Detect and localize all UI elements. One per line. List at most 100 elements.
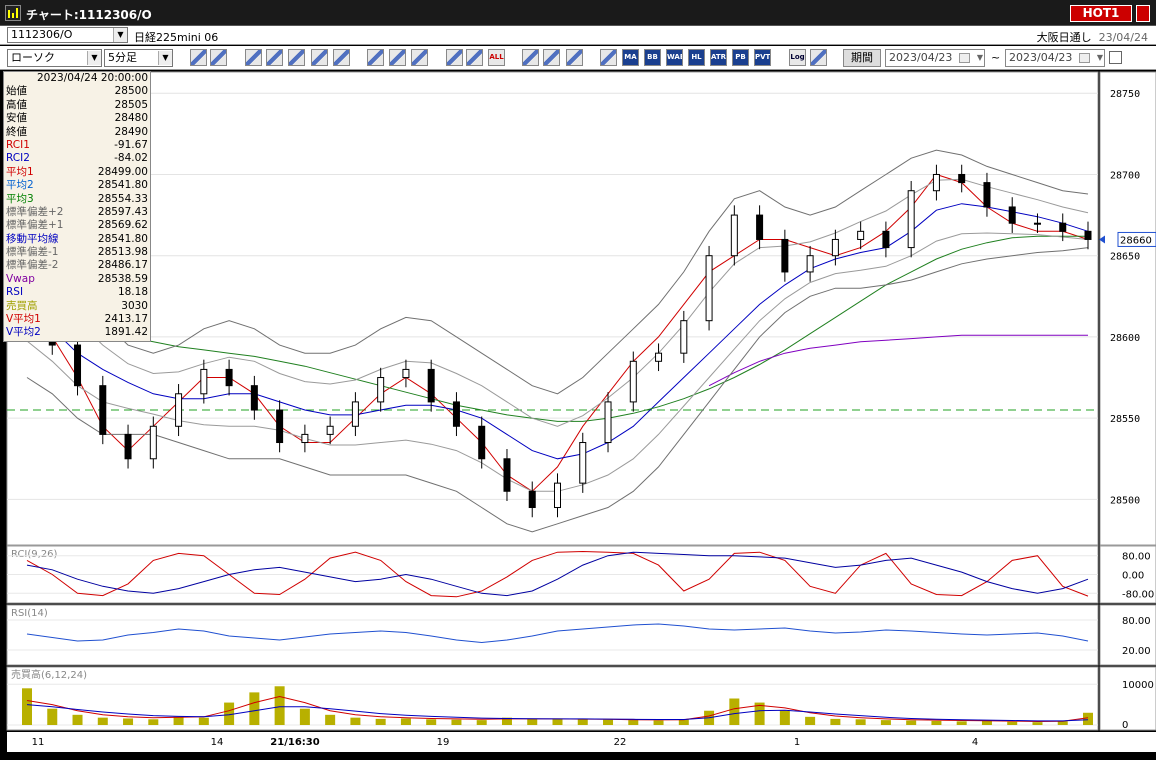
log-button[interactable]: Log bbox=[789, 49, 806, 66]
chart-area[interactable]: 28750 28700 28650 28600 28550 28500 28660 RCI(9… bbox=[0, 70, 1156, 760]
interval-select[interactable]: 5分足 ▼ bbox=[104, 49, 173, 67]
wae-button[interactable]: WAE bbox=[666, 49, 683, 66]
y-tick-label: 80.00 bbox=[1122, 616, 1151, 627]
data-row-label: 終値 bbox=[6, 125, 27, 138]
option-checkbox[interactable] bbox=[1109, 51, 1122, 64]
zoom-button[interactable] bbox=[190, 49, 207, 66]
grid-button[interactable] bbox=[210, 49, 227, 66]
volume-bar bbox=[148, 719, 159, 725]
volume-bar bbox=[426, 719, 437, 725]
candle-body bbox=[1033, 222, 1041, 225]
candle-body bbox=[579, 442, 587, 484]
palette-button[interactable] bbox=[566, 49, 583, 66]
series-line-3 bbox=[26, 235, 1088, 422]
data-row-value: 1891.42 bbox=[104, 326, 148, 339]
volume-bar bbox=[249, 692, 260, 725]
disabled-button[interactable] bbox=[333, 49, 350, 66]
volume-bar bbox=[931, 720, 942, 725]
candle-body bbox=[680, 320, 688, 354]
bb-button[interactable]: BB bbox=[644, 49, 661, 66]
all-button[interactable]: ALL bbox=[488, 49, 505, 66]
chart-app-icon bbox=[5, 5, 21, 21]
page2-button[interactable] bbox=[466, 49, 483, 66]
symbol-select[interactable]: 1112306/O ▼ bbox=[7, 27, 128, 43]
series-line-Vwap bbox=[708, 334, 1088, 387]
date-to-input[interactable]: 2023/04/23 ▼ bbox=[1005, 49, 1105, 67]
candle-body bbox=[730, 214, 738, 257]
data-row-label: Vwap bbox=[6, 272, 35, 285]
hot-button[interactable]: HOT1 bbox=[1070, 5, 1132, 22]
chevron-down-icon[interactable]: ▼ bbox=[976, 53, 983, 62]
data-row: 標準偏差+1 28569.62 bbox=[6, 219, 148, 232]
download-button[interactable] bbox=[245, 49, 262, 66]
candle-body bbox=[831, 238, 839, 257]
hl-button[interactable]: HL bbox=[688, 49, 705, 66]
data-row-label: RSI bbox=[6, 286, 24, 299]
data-row-value: 28486.17 bbox=[97, 259, 148, 272]
undo-button[interactable] bbox=[411, 49, 428, 66]
screen-button[interactable] bbox=[810, 49, 827, 66]
chevron-down-icon[interactable]: ▼ bbox=[87, 51, 101, 65]
y-axis-panel-4 bbox=[1099, 666, 1156, 731]
bar-chart-button[interactable] bbox=[288, 49, 305, 66]
candle-body bbox=[1008, 206, 1016, 224]
candle-body bbox=[806, 255, 814, 273]
period-label: 期間 bbox=[851, 51, 873, 64]
date-from-value: 2023/04/23 bbox=[889, 51, 953, 64]
volume-bar bbox=[299, 708, 310, 725]
data-row-value: 28554.33 bbox=[97, 192, 148, 205]
candle-body bbox=[882, 230, 890, 249]
candle-body bbox=[377, 377, 385, 403]
search-button[interactable] bbox=[266, 49, 283, 66]
candle-body bbox=[99, 385, 107, 435]
calendar-icon[interactable] bbox=[1079, 53, 1090, 63]
data-row-value: -91.67 bbox=[114, 138, 148, 151]
chevron-down-icon[interactable]: ▼ bbox=[158, 51, 172, 65]
y-tick-label: 0.00 bbox=[1122, 571, 1144, 582]
candle-body bbox=[604, 401, 612, 444]
ma-button[interactable]: MA bbox=[622, 49, 639, 66]
price-button[interactable] bbox=[600, 49, 617, 66]
data-row-value: 18.18 bbox=[117, 286, 148, 299]
atr-button[interactable]: ATR bbox=[710, 49, 727, 66]
chart-type-select[interactable]: ローソク ▼ bbox=[7, 49, 102, 67]
pen-button[interactable] bbox=[367, 49, 384, 66]
y-axis-panel-3 bbox=[1099, 604, 1156, 666]
period-button[interactable]: 期間 bbox=[843, 49, 881, 67]
data-row-label: V平均1 bbox=[6, 313, 41, 326]
volume-bar bbox=[1032, 722, 1043, 725]
candle-body bbox=[705, 255, 713, 322]
symbol-bar: 1112306/O ▼ 日経225mini 06 大阪日通し 23/04/24 bbox=[0, 26, 1156, 45]
wrench-button[interactable] bbox=[543, 49, 560, 66]
candle-body bbox=[200, 368, 208, 395]
pvt-button[interactable]: PVT bbox=[754, 49, 771, 66]
cursor-button[interactable] bbox=[389, 49, 406, 66]
candle-body bbox=[326, 425, 334, 435]
candle-body bbox=[175, 393, 183, 427]
close-button[interactable] bbox=[1136, 5, 1150, 22]
data-row-value: 28597.43 bbox=[97, 205, 148, 218]
data-row-value: 28480 bbox=[114, 112, 148, 125]
date-from-input[interactable]: 2023/04/23 ▼ bbox=[885, 49, 985, 67]
page-button[interactable] bbox=[446, 49, 463, 66]
pb-icon: PB bbox=[735, 53, 746, 61]
volume-bar bbox=[325, 714, 336, 725]
data-row-label: 安値 bbox=[6, 112, 27, 125]
pb-button[interactable]: PB bbox=[732, 49, 749, 66]
candle-body bbox=[907, 190, 915, 249]
candle-body bbox=[427, 368, 435, 403]
y-axis-panel-1 bbox=[1099, 71, 1156, 546]
settings-button[interactable] bbox=[522, 49, 539, 66]
symbol-value: 1112306/O bbox=[11, 28, 73, 41]
cross-arrows-button[interactable] bbox=[311, 49, 328, 66]
volume-bar bbox=[198, 717, 209, 725]
chevron-down-icon[interactable]: ▼ bbox=[1096, 53, 1103, 62]
candle-body bbox=[478, 425, 486, 460]
x-tick-label: 4 bbox=[972, 737, 978, 748]
y-tick-label: 20.00 bbox=[1122, 646, 1151, 657]
volume-bar bbox=[552, 718, 563, 725]
series-line-rsi bbox=[26, 623, 1089, 644]
chevron-down-icon[interactable]: ▼ bbox=[113, 28, 127, 42]
candle-body bbox=[250, 385, 258, 411]
calendar-icon[interactable] bbox=[959, 53, 970, 63]
